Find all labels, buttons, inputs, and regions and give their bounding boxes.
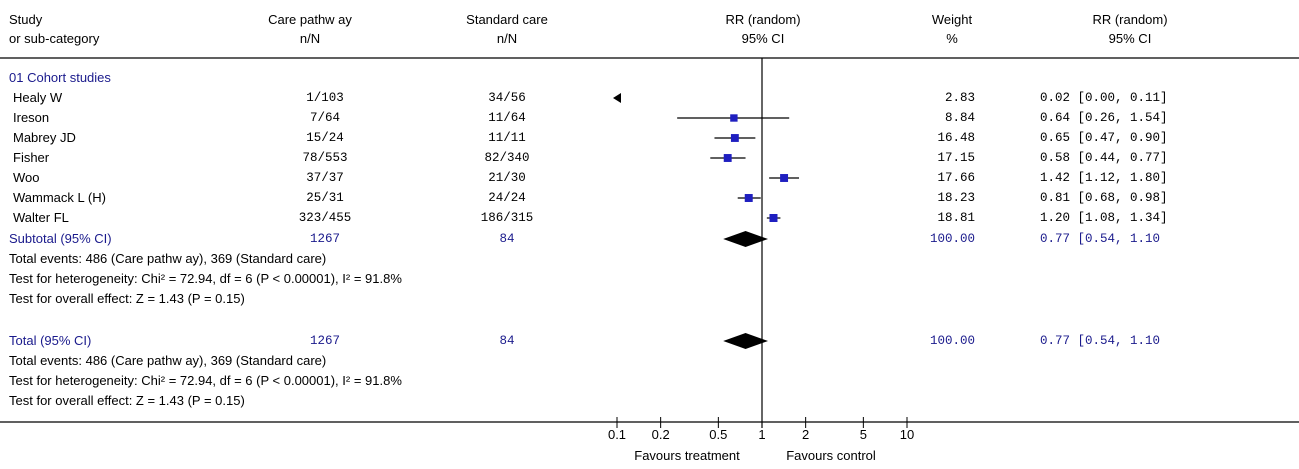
header-rr2-ci: 95% CI: [1108, 31, 1152, 46]
study-weight: 16.48: [937, 131, 975, 145]
total-standard: 84: [499, 334, 515, 348]
study-offscale-arrow: [613, 93, 621, 103]
total-ci: 0.77 [0.54, 1.10: [1040, 334, 1161, 348]
header-rr2: RR (random): [1092, 12, 1168, 27]
total-care: 1267: [309, 334, 341, 348]
study-ci: 0.81 [0.68, 0.98]: [1040, 191, 1168, 205]
total-label: Total (95% CI): [9, 333, 92, 348]
study-name: Wammack L (H): [13, 190, 106, 205]
study-standard: 186/315: [480, 211, 534, 225]
study-care: 323/455: [298, 211, 352, 225]
study-name: Woo: [13, 170, 40, 185]
axis-tick-label: 10: [899, 427, 915, 442]
study-standard: 11/64: [488, 111, 526, 125]
study-marker: [769, 214, 778, 222]
study-name: Healy W: [13, 90, 63, 105]
study-standard: 24/24: [488, 191, 526, 205]
axis-tick-label: 0.1: [607, 427, 627, 442]
study-marker: [744, 194, 753, 202]
subtotal-standard: 84: [499, 232, 515, 246]
study-care: 25/31: [306, 191, 344, 205]
subtotal-weight: 100.00: [929, 232, 975, 246]
study-ci: 1.20 [1.08, 1.34]: [1040, 211, 1168, 225]
subtotal-diamond: [723, 231, 769, 247]
study-standard: 82/340: [484, 151, 530, 165]
study-ci: 1.42 [1.12, 1.80]: [1040, 171, 1168, 185]
study-name: Fisher: [13, 150, 50, 165]
axis-tick-label: 1: [758, 427, 766, 442]
header-study: Study: [9, 12, 43, 27]
total-overall-effect: Test for overall effect: Z = 1.43 (P = 0…: [9, 393, 245, 408]
study-standard: 34/56: [488, 91, 526, 105]
header-subcategory: or sub-category: [9, 31, 100, 46]
total-diamond: [723, 333, 769, 349]
subtotal-care: 1267: [309, 232, 341, 246]
header-weight: Weight: [931, 12, 973, 27]
axis-tick-label: 2: [802, 427, 810, 442]
study-ci: 0.65 [0.47, 0.90]: [1040, 131, 1168, 145]
subtotal-events: Total events: 486 (Care pathw ay), 369 (…: [9, 251, 327, 266]
study-weight: 18.81: [937, 211, 975, 225]
study-marker: [780, 174, 789, 182]
study-ci: 0.02 [0.00, 0.11]: [1040, 91, 1168, 105]
header-rr: RR (random): [725, 12, 801, 27]
subtotal-ci: 0.77 [0.54, 1.10: [1040, 232, 1161, 246]
header-care-nn: n/N: [299, 31, 321, 46]
axis-tick-label: 5: [859, 427, 867, 442]
subtotal-heterogeneity: Test for heterogeneity: Chi² = 72.94, df…: [9, 271, 402, 286]
study-weight: 8.84: [944, 111, 975, 125]
study-care: 78/553: [302, 151, 348, 165]
study-weight: 2.83: [944, 91, 975, 105]
subtotal-overall-effect: Test for overall effect: Z = 1.43 (P = 0…: [9, 291, 245, 306]
header-care: Care pathw ay: [268, 12, 352, 27]
axis-tick-label: 0.5: [709, 427, 728, 442]
header-weight-pct: %: [946, 31, 958, 46]
header-standard: Standard care: [466, 12, 548, 27]
study-weight: 18.23: [937, 191, 975, 205]
study-name: Mabrey JD: [13, 130, 76, 145]
study-care: 7/64: [309, 111, 341, 125]
study-name: Ireson: [13, 110, 50, 125]
total-weight: 100.00: [929, 334, 975, 348]
axis-tick-label: 0.2: [651, 427, 670, 442]
study-marker: [723, 154, 732, 162]
study-marker: [730, 114, 738, 122]
group-label: 01 Cohort studies: [9, 70, 111, 85]
favours-treatment-label: Favours treatment: [634, 448, 740, 463]
study-weight: 17.15: [937, 151, 975, 165]
subtotal-label: Subtotal (95% CI): [9, 231, 112, 246]
study-care: 1/103: [306, 91, 344, 105]
study-ci: 0.58 [0.44, 0.77]: [1040, 151, 1168, 165]
favours-control-label: Favours control: [786, 448, 876, 463]
total-heterogeneity: Test for heterogeneity: Chi² = 72.94, df…: [9, 373, 402, 388]
study-marker: [730, 134, 739, 142]
header-standard-nn: n/N: [496, 31, 518, 46]
study-weight: 17.66: [937, 171, 975, 185]
study-standard: 21/30: [488, 171, 526, 185]
total-events: Total events: 486 (Care pathw ay), 369 (…: [9, 353, 327, 368]
study-care: 37/37: [306, 171, 344, 185]
study-name: Walter FL: [13, 210, 69, 225]
study-standard: 11/11: [488, 131, 526, 145]
study-care: 15/24: [306, 131, 344, 145]
header-rr-ci: 95% CI: [741, 31, 785, 46]
study-ci: 0.64 [0.26, 1.54]: [1040, 111, 1168, 125]
